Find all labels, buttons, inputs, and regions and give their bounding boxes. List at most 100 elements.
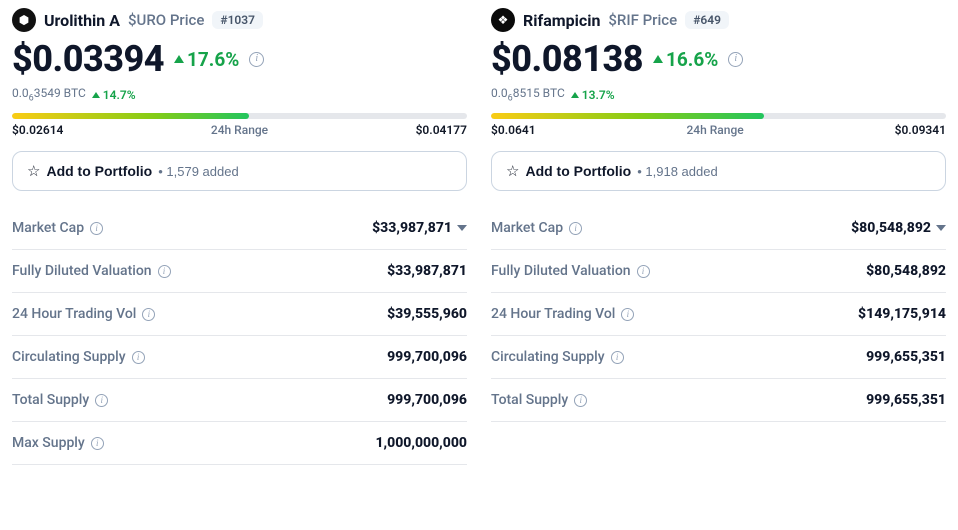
stat-value-text: $33,987,871 [372,220,452,236]
chevron-down-icon [936,225,946,231]
stat-label-text: Fully Diluted Valuation [491,263,631,279]
stat-row: Total Supply i 999,700,096 [12,379,467,422]
stat-value-text: $39,555,960 [387,306,467,322]
caret-up-icon [571,92,579,98]
stat-label: Total Supply i [12,392,108,408]
card-header: ⬢ Urolithin A $URO Price #1037 [12,8,467,32]
range-mid-label: 24h Range [211,123,268,137]
stat-value-text: $149,175,914 [858,306,946,322]
stat-label-text: Market Cap [491,220,563,236]
stat-value: 999,655,351 [866,349,946,365]
coin-ticker: $URO Price [128,11,204,29]
info-icon[interactable]: i [158,265,171,278]
price-main: $0.08138 [491,38,643,80]
range-low: $0.0641 [491,123,536,137]
star-icon: ☆ [27,162,40,180]
card-header: ❖ Rifampicin $RIF Price #649 [491,8,946,32]
stat-label: Circulating Supply i [12,349,145,365]
coin-icon: ❖ [491,8,515,32]
stat-value: 999,655,351 [866,392,946,408]
price-row: $0.03394 17.6% i [12,38,467,80]
price-change: 16.6% [653,48,718,71]
stat-row: Market Cap i $33,987,871 [12,207,467,250]
range-bar [491,113,946,119]
stat-label: Market Cap i [12,220,103,236]
range-high: $0.04177 [416,123,467,137]
btc-change-pct: 14.7% [103,88,136,102]
range-fill [12,113,249,119]
stat-label-text: Total Supply [491,392,568,408]
stat-value: 999,700,096 [387,349,467,365]
stat-row: 24 Hour Trading Vol i $149,175,914 [491,293,946,336]
stat-label-text: 24 Hour Trading Vol [12,306,136,322]
btc-row: 0.063549 BTC 14.7% [12,86,467,103]
stat-label-text: Total Supply [12,392,89,408]
info-icon[interactable]: i [91,437,104,450]
stat-row: Max Supply i 1,000,000,000 [12,422,467,465]
stat-value-text: 999,655,351 [866,392,946,408]
info-icon[interactable]: i [611,351,624,364]
stat-value-text: 999,700,096 [387,349,467,365]
rank-badge: #1037 [212,11,263,29]
info-icon[interactable]: i [249,52,264,67]
coin-card: ⬢ Urolithin A $URO Price #1037 $0.03394 … [12,8,467,465]
chevron-down-icon [457,225,467,231]
info-icon[interactable]: i [574,394,587,407]
info-icon[interactable]: i [728,52,743,67]
range-labels: $0.0641 24h Range $0.09341 [491,123,946,137]
stat-label: Market Cap i [491,220,582,236]
info-icon[interactable]: i [132,351,145,364]
stat-label: Fully Diluted Valuation i [12,263,171,279]
stat-label: Max Supply i [12,435,104,451]
stat-value: $33,987,871 [387,263,467,279]
stat-value: 999,700,096 [387,392,467,408]
info-icon[interactable]: i [637,265,650,278]
caret-up-icon [92,92,100,98]
stat-row: 24 Hour Trading Vol i $39,555,960 [12,293,467,336]
price-change-pct: 16.6% [666,48,718,71]
stat-value-text: $33,987,871 [387,263,467,279]
info-icon[interactable]: i [621,308,634,321]
caret-up-icon [653,55,663,63]
coin-name: Rifampicin [523,11,600,30]
stat-label-text: Fully Diluted Valuation [12,263,152,279]
portfolio-count: • 1,579 added [158,164,238,179]
btc-price: 0.068515 BTC [491,86,565,103]
stat-label-text: Circulating Supply [12,349,126,365]
stat-value: $39,555,960 [387,306,467,322]
stat-value-text: 999,655,351 [866,349,946,365]
stat-label-text: Circulating Supply [491,349,605,365]
btc-change-pct: 13.7% [582,88,615,102]
star-icon: ☆ [506,162,519,180]
add-to-portfolio-button[interactable]: ☆ Add to Portfolio • 1,918 added [491,151,946,191]
stat-value: $149,175,914 [858,306,946,322]
stat-label-text: Max Supply [12,435,85,451]
coin-icon: ⬢ [12,8,36,32]
stat-value: 1,000,000,000 [375,435,467,451]
coin-card: ❖ Rifampicin $RIF Price #649 $0.08138 16… [491,8,946,465]
stat-value-text: $80,548,892 [851,220,931,236]
info-icon[interactable]: i [142,308,155,321]
stat-row: Total Supply i 999,655,351 [491,379,946,422]
stat-label: Circulating Supply i [491,349,624,365]
btc-price: 0.063549 BTC [12,86,86,103]
stat-label: 24 Hour Trading Vol i [12,306,155,322]
coin-name: Urolithin A [44,11,120,30]
info-icon[interactable]: i [90,222,103,235]
stat-value[interactable]: $33,987,871 [372,220,467,236]
info-icon[interactable]: i [95,394,108,407]
stat-label: 24 Hour Trading Vol i [491,306,634,322]
add-to-portfolio-button[interactable]: ☆ Add to Portfolio • 1,579 added [12,151,467,191]
btc-change: 13.7% [571,88,615,102]
price-change: 17.6% [174,48,239,71]
info-icon[interactable]: i [569,222,582,235]
range-labels: $0.02614 24h Range $0.04177 [12,123,467,137]
stat-value-text: 999,700,096 [387,392,467,408]
stat-label-text: 24 Hour Trading Vol [491,306,615,322]
stat-value[interactable]: $80,548,892 [851,220,946,236]
portfolio-label: Add to Portfolio [46,163,152,179]
range-high: $0.09341 [895,123,946,137]
price-row: $0.08138 16.6% i [491,38,946,80]
price-main: $0.03394 [12,38,164,80]
range-fill [491,113,764,119]
